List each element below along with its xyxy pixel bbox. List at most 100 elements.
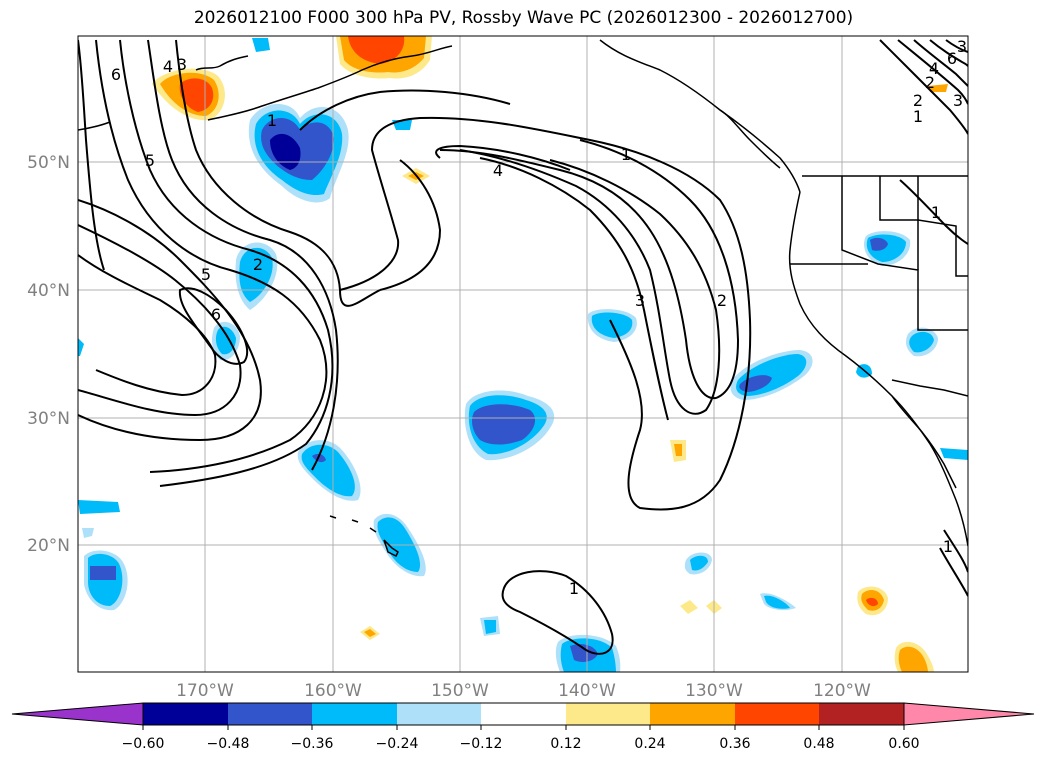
colorbar: −0.60 −0.48 −0.36 −0.24 −0.12 0.12 0.24 … (11, 702, 1035, 752)
colorbar-tick-label: 0.24 (634, 736, 665, 752)
contour-label: 1 (913, 107, 923, 126)
contour-line (379, 159, 442, 291)
west-coast (788, 191, 968, 547)
positive-anomaly (866, 597, 878, 607)
contour-label: 1 (621, 145, 631, 164)
colorbar-swatch (312, 703, 397, 725)
negative-anomaly (252, 38, 270, 52)
colorbar-swatch (566, 703, 650, 725)
contour-line (439, 139, 740, 400)
alaska-panhandle (599, 39, 801, 193)
mexico-border (891, 379, 968, 397)
contour-line (78, 254, 217, 397)
latitude-axis: 50°N 40°N 30°N 20°N (27, 153, 70, 556)
negative-anomaly (82, 528, 94, 538)
positive-anomaly (364, 629, 376, 637)
state-border (917, 176, 968, 277)
colorbar-swatch (143, 703, 228, 725)
contour-label: 1 (267, 111, 277, 130)
colorbar-tick-label: −0.12 (460, 736, 503, 752)
contour-label: 1 (569, 579, 579, 598)
colorbar-swatch (397, 703, 481, 725)
positive-anomaly (674, 444, 682, 456)
contour-line (899, 179, 968, 245)
colorbar-swatch (650, 703, 735, 725)
negative-anomaly (570, 644, 598, 662)
longitude-label: 160°W (304, 681, 362, 701)
contour-label: 4 (493, 161, 503, 180)
longitude-label: 140°W (558, 681, 616, 701)
baja (891, 395, 957, 489)
longitude-axis: 170°W 160°W 150°W 140°W 130°W 120°W (176, 681, 871, 701)
colorbar-tick-label: −0.48 (207, 736, 250, 752)
pv-anomaly-fills (78, 36, 968, 672)
contour-line (501, 570, 614, 655)
bc-coast (719, 109, 781, 169)
contour-label: 3 (177, 55, 187, 74)
contour-label: 2 (925, 73, 935, 92)
latitude-label: 40°N (27, 281, 70, 301)
latitude-label: 50°N (27, 153, 70, 173)
map-frame (77, 35, 969, 673)
contour-label: 2 (913, 91, 923, 110)
contour-line (175, 39, 381, 307)
negative-anomaly (764, 595, 790, 609)
longitude-label: 120°W (813, 681, 871, 701)
colorbar-tick-label: −0.24 (376, 736, 419, 752)
negative-anomaly (90, 566, 116, 580)
contour-line (479, 157, 669, 421)
negative-anomaly (78, 500, 120, 514)
contour-line (459, 149, 721, 415)
contour-label: 6 (947, 49, 957, 68)
contour-label: 4 (163, 57, 173, 76)
colorbar-tick-label: 0.60 (888, 736, 919, 752)
colorbar-swatch (735, 703, 819, 725)
colorbar-extend-high (903, 702, 1035, 726)
contour-label: 3 (953, 91, 963, 110)
contour-label: 3 (635, 291, 645, 310)
contour-line (119, 39, 334, 487)
contour-label: 4 (929, 59, 939, 78)
contour-labels: 6 3 4 5 1 4 1 2 5 6 3 2 1 2 3 6 4 2 3 1 … (111, 37, 967, 598)
latitude-label: 20°N (27, 536, 70, 556)
colorbar-swatch (228, 703, 312, 725)
latitude-label: 30°N (27, 409, 70, 429)
contour-line (147, 39, 339, 471)
contour-label: 1 (931, 203, 941, 222)
contour-label: 1 (943, 537, 953, 556)
graticule (78, 36, 968, 672)
contour-line (945, 39, 968, 53)
negative-anomaly (909, 331, 934, 353)
contour-label: 5 (145, 151, 155, 170)
contour-label: 2 (717, 291, 727, 310)
contour-label: 5 (201, 265, 211, 284)
contour-line (897, 39, 968, 105)
contour-line (913, 39, 968, 87)
colorbar-swatch (819, 703, 904, 725)
negative-anomaly (690, 555, 708, 571)
contour-line (78, 199, 262, 442)
contour-line (78, 224, 242, 417)
positive-anomaly (680, 600, 698, 614)
contour-line (95, 39, 328, 473)
contour-label: 6 (111, 65, 121, 84)
positive-anomaly (348, 36, 405, 64)
map-title: 2026012100 F000 300 hPa PV, Rossby Wave … (193, 8, 854, 28)
colorbar-tick-label: −0.60 (122, 736, 165, 752)
negative-anomaly (270, 133, 301, 170)
contour-line (929, 39, 968, 67)
contour-line (178, 287, 249, 365)
colorbar-swatch (481, 703, 566, 725)
positive-anomaly (928, 84, 948, 92)
negative-anomaly (484, 620, 496, 634)
contour-label: 3 (957, 37, 967, 56)
contour-line (299, 89, 511, 131)
negative-anomaly (472, 404, 536, 445)
colorbar-tick-label: 0.36 (719, 736, 750, 752)
colorbar-tick-label: −0.36 (291, 736, 334, 752)
colorbar-tick-label: 0.48 (803, 736, 834, 752)
hawaii-islands (329, 515, 399, 558)
negative-anomaly (239, 247, 273, 302)
negative-anomaly (870, 237, 888, 251)
